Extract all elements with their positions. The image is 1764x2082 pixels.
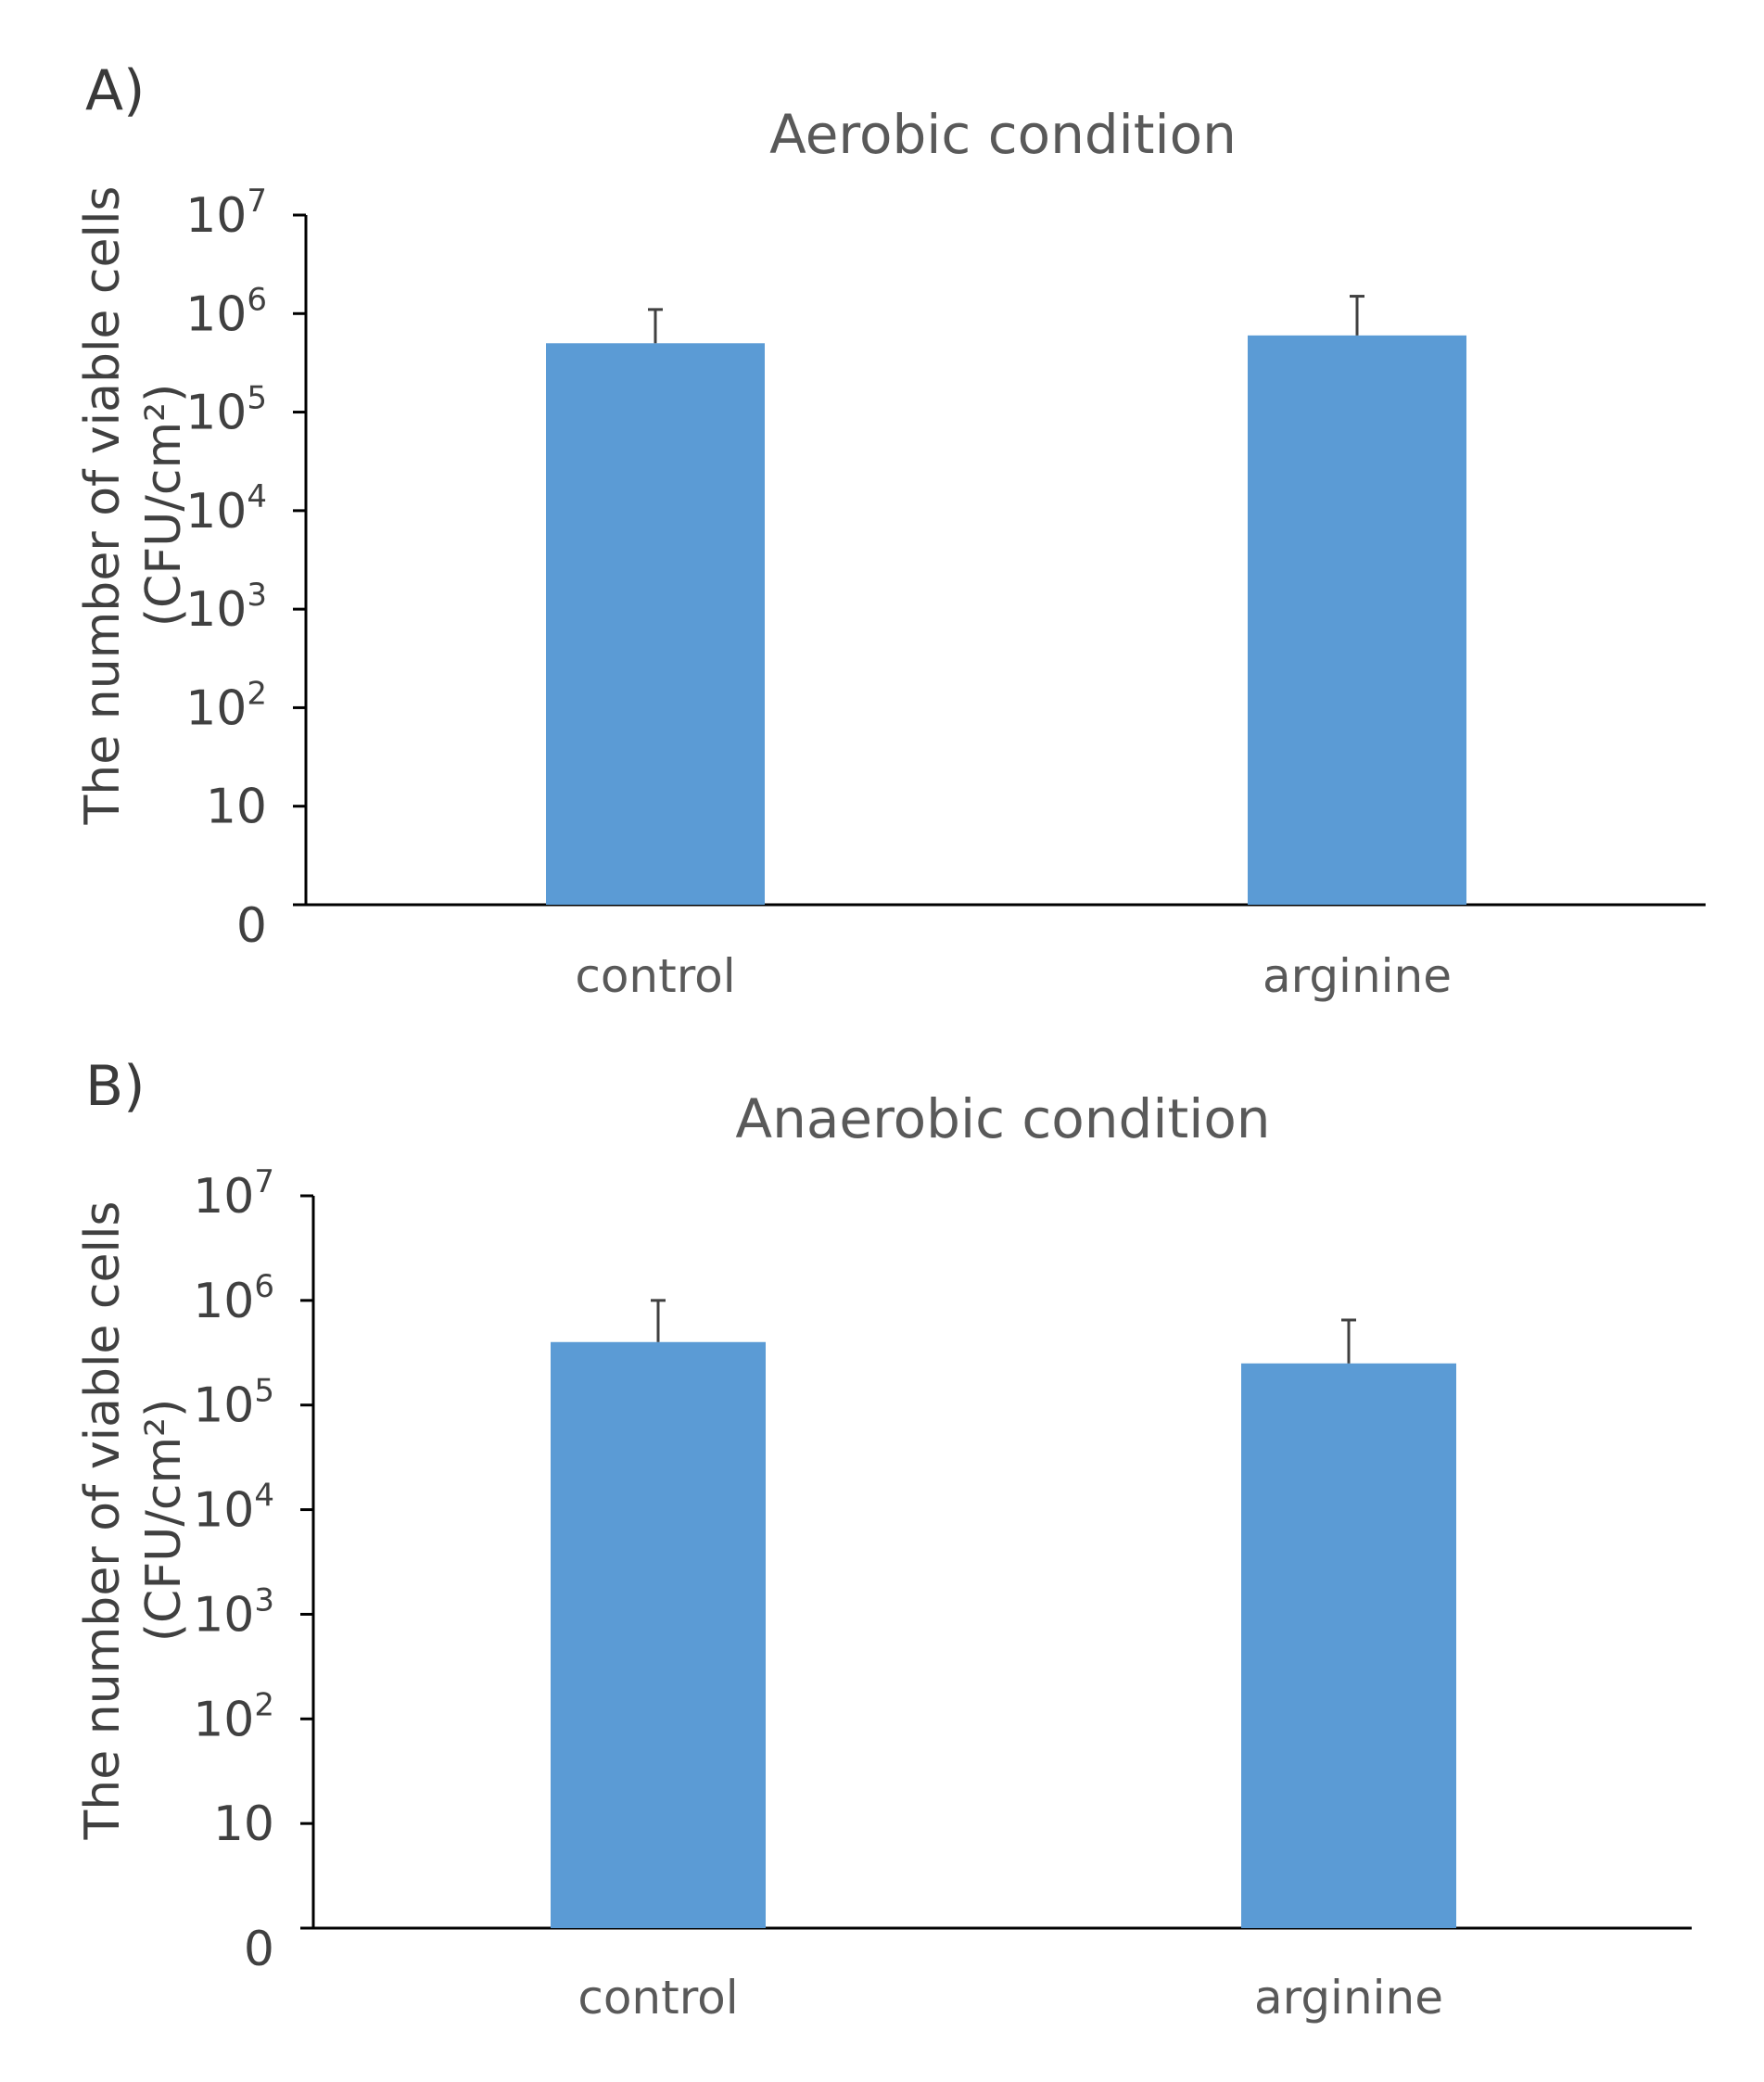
y-tick-exponent-a-2: 2: [247, 675, 267, 712]
bar-b-control: [551, 1341, 766, 1928]
y-tick-label-a-4: 104: [185, 478, 267, 540]
y-tick-label-b-0: 0: [244, 1922, 274, 1977]
y-tick-exponent-a-6: 6: [247, 281, 267, 318]
y-axis-unit-b: (CFU/cm²): [136, 1399, 192, 1642]
y-tick-exponent-b-3: 3: [254, 1581, 274, 1619]
category-label-a-control: control: [575, 949, 735, 1003]
y-tick-label-a-7: 107: [185, 183, 267, 244]
bar-b-arginine: [1241, 1363, 1456, 1928]
bar-a-control: [546, 343, 765, 906]
y-tick-exponent-b-5: 5: [254, 1373, 274, 1410]
y-tick-exponent-a-5: 5: [247, 380, 267, 417]
y-tick-exponent-b-6: 6: [254, 1268, 274, 1305]
y-axis-title-b: The number of viable cells: [75, 1201, 131, 1841]
panel-b: B) Anaerobic condition The number of via…: [75, 1054, 1692, 2025]
y-tick-label-a-1: 10: [206, 780, 267, 835]
y-tick-label-b-5: 105: [193, 1373, 274, 1434]
y-tick-exponent-b-4: 4: [254, 1478, 274, 1515]
plot-area-a: 0 10 102 103 104 105 106 107 control arginine: [185, 183, 1706, 1003]
y-tick-exponent-b-2: 2: [254, 1686, 274, 1723]
y-tick-exponent-b-7: 7: [254, 1163, 274, 1200]
y-axis-label-a: The number of viable cells (CFU/cm²): [75, 186, 192, 826]
y-tick-label-a-6: 106: [185, 281, 267, 342]
category-label-b-control: control: [577, 1971, 738, 2025]
y-tick-label-a-3: 103: [185, 577, 267, 638]
panel-a: A) Aerobic condition The number of viabl…: [75, 58, 1706, 1003]
y-tick-label-b-3: 103: [193, 1581, 274, 1643]
y-tick-label-a-0: 0: [236, 898, 267, 954]
y-tick-label-a-2: 102: [185, 675, 267, 736]
panel-letter-b: B): [85, 1054, 146, 1119]
y-tick-exponent-a-7: 7: [247, 183, 267, 220]
y-tick-exponent-a-3: 3: [247, 577, 267, 614]
plot-area-b: 0 10 102 103 104 105 106 107 control arginine: [193, 1163, 1692, 2025]
y-tick-label-a-5: 105: [185, 380, 267, 441]
y-axis-label-b: The number of viable cells (CFU/cm²): [75, 1201, 192, 1841]
y-tick-label-b-1: 10: [213, 1796, 274, 1852]
bar-a-arginine: [1248, 335, 1466, 905]
category-label-a-arginine: arginine: [1263, 949, 1452, 1003]
y-tick-label-b-7: 107: [193, 1163, 274, 1225]
y-tick-exponent-a-4: 4: [247, 478, 267, 515]
chart-title-a: Aerobic condition: [769, 103, 1237, 166]
y-axis-unit-a: (CFU/cm²): [136, 384, 192, 627]
y-tick-label-b-6: 106: [193, 1268, 274, 1329]
chart-title-b: Anaerobic condition: [735, 1087, 1270, 1150]
y-tick-label-b-2: 102: [193, 1686, 274, 1747]
panel-letter-a: A): [85, 58, 145, 123]
category-label-b-arginine: arginine: [1254, 1971, 1443, 2025]
y-axis-title-a: The number of viable cells: [75, 186, 131, 826]
y-tick-label-b-4: 104: [193, 1478, 274, 1539]
